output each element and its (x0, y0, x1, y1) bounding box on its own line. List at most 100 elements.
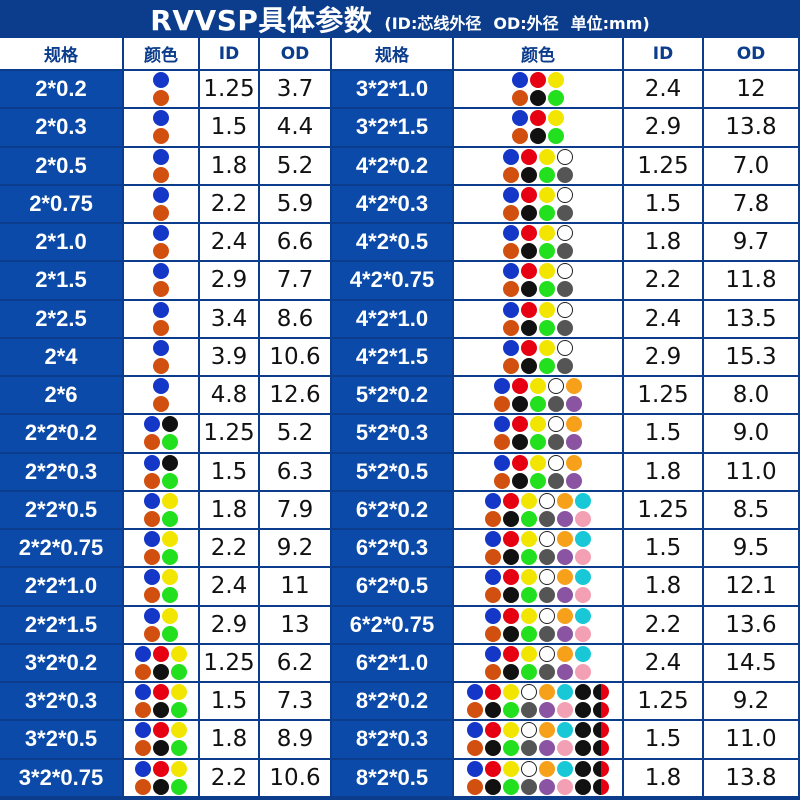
table-row: 2*0.75 2.2 5.9 4*2*0.3 1.5 7.8 (0, 185, 800, 224)
od-cell-right: 8.5 (704, 491, 800, 530)
orange-wire-dot (539, 760, 555, 777)
table-row: 2*1.0 2.4 6.6 4*2*0.5 1.8 9.7 (0, 224, 800, 263)
orange-wire-dot (566, 454, 582, 471)
blue-wire-dot (153, 339, 169, 356)
yellow-wire-dot (548, 72, 564, 89)
brown-wire-dot (144, 549, 160, 566)
brown-wire-dot (144, 434, 160, 451)
gray-wire-dot (521, 702, 537, 719)
yellow-wire-dot (162, 492, 178, 509)
redblack-wire-dot (593, 702, 609, 719)
blue-wire-dot (467, 684, 483, 701)
color-dots (144, 607, 178, 642)
green-wire-dot (521, 549, 537, 566)
color-dots (503, 148, 573, 183)
table-row: 2*0.2 1.25 3.7 3*2*1.0 2.4 12 (0, 71, 800, 110)
spec-cell-right: 8*2*0.2 (332, 683, 454, 722)
black-wire-dot (503, 663, 519, 680)
table-row: 2*2*0.3 1.5 6.3 5*2*0.5 1.8 11.0 (0, 453, 800, 492)
cyan-wire-dot (575, 645, 591, 662)
color-dots (485, 531, 591, 566)
color-cell-right (454, 185, 624, 224)
cyan-wire-dot (575, 607, 591, 624)
brown-wire-dot (512, 128, 528, 145)
green-wire-dot (521, 663, 537, 680)
od-cell-left: 12.6 (260, 377, 332, 416)
color-cell-right (454, 300, 624, 339)
header-color-left: 颜色 (124, 38, 200, 71)
od-cell-left: 8.6 (260, 300, 332, 339)
spec-cell-left: 2*1.5 (0, 262, 124, 301)
red-wire-dot (153, 645, 169, 662)
spec-cell-right: 6*2*1.0 (332, 644, 454, 683)
brown-wire-dot (485, 510, 501, 527)
yellow-wire-dot (503, 684, 519, 701)
white-wire-dot (557, 148, 573, 165)
redblack-wire-dot (593, 760, 609, 777)
id-cell-right: 1.5 (624, 721, 704, 760)
table-row: 2*0.3 1.5 4.4 3*2*1.5 2.9 13.8 (0, 109, 800, 148)
white-wire-dot (548, 378, 564, 395)
yellow-wire-dot (521, 607, 537, 624)
color-cell-left (124, 71, 200, 110)
blue-wire-dot (153, 148, 169, 165)
color-cell-left (124, 530, 200, 569)
color-cell-left (124, 453, 200, 492)
spec-cell-left: 2*2*1.5 (0, 606, 124, 645)
red-wire-dot (521, 186, 537, 203)
purple-wire-dot (566, 434, 582, 451)
yellow-wire-dot (539, 186, 555, 203)
spec-cell-left: 2*2*0.5 (0, 491, 124, 530)
table-row: 3*2*0.75 2.2 10.6 8*2*0.5 1.8 13.8 (0, 759, 800, 798)
spec-cell-right: 5*2*0.2 (332, 377, 454, 416)
brown-wire-dot (153, 243, 169, 260)
table-row: 2*1.5 2.9 7.7 4*2*0.75 2.2 11.8 (0, 262, 800, 301)
color-dots (467, 760, 609, 795)
red-wire-dot (503, 645, 519, 662)
blue-wire-dot (153, 186, 169, 203)
brown-wire-dot (494, 472, 510, 489)
color-cell-left (124, 262, 200, 301)
spec-cell-right: 6*2*0.2 (332, 491, 454, 530)
color-dots (494, 416, 582, 451)
purple-wire-dot (557, 549, 573, 566)
id-cell-left: 1.8 (200, 491, 260, 530)
orange-wire-dot (539, 684, 555, 701)
spec-cell-left: 3*2*0.5 (0, 721, 124, 760)
green-wire-dot (171, 702, 187, 719)
gray-wire-dot (539, 510, 555, 527)
red-wire-dot (521, 301, 537, 318)
od-cell-left: 5.2 (260, 147, 332, 186)
black-wire-dot (162, 416, 178, 433)
color-cell-left (124, 491, 200, 530)
orange-wire-dot (557, 607, 573, 624)
brown-wire-dot (503, 243, 519, 260)
spec-cell-right: 4*2*0.75 (332, 262, 454, 301)
od-cell-right: 9.7 (704, 224, 800, 263)
red-wire-dot (503, 531, 519, 548)
id-cell-right: 2.2 (624, 262, 704, 301)
green-wire-dot (171, 740, 187, 757)
black-wire-dot (521, 281, 537, 298)
yellow-wire-dot (548, 110, 564, 127)
table-row: 2*2*1.5 2.9 13 6*2*0.75 2.2 13.6 (0, 606, 800, 645)
black-wire-dot (503, 510, 519, 527)
yellow-wire-dot (171, 684, 187, 701)
red-wire-dot (153, 722, 169, 739)
redblack-wire-dot (593, 778, 609, 795)
od-cell-right: 15.3 (704, 338, 800, 377)
od-cell-right: 13.6 (704, 606, 800, 645)
color-cell-left (124, 606, 200, 645)
spec-cell-right: 5*2*0.5 (332, 453, 454, 492)
green-wire-dot (530, 472, 546, 489)
gray-wire-dot (539, 549, 555, 566)
table-row: 2*2.5 3.4 8.6 4*2*1.0 2.4 13.5 (0, 300, 800, 339)
black-wire-dot (485, 702, 501, 719)
brown-wire-dot (494, 434, 510, 451)
spec-cell-right: 3*2*1.0 (332, 71, 454, 110)
green-wire-dot (548, 128, 564, 145)
red-wire-dot (521, 263, 537, 280)
id-cell-right: 1.5 (624, 415, 704, 454)
brown-wire-dot (153, 357, 169, 374)
title-bar: RVVSP具体参数 (ID:芯线外径 OD:外径 单位:mm) (0, 0, 800, 38)
